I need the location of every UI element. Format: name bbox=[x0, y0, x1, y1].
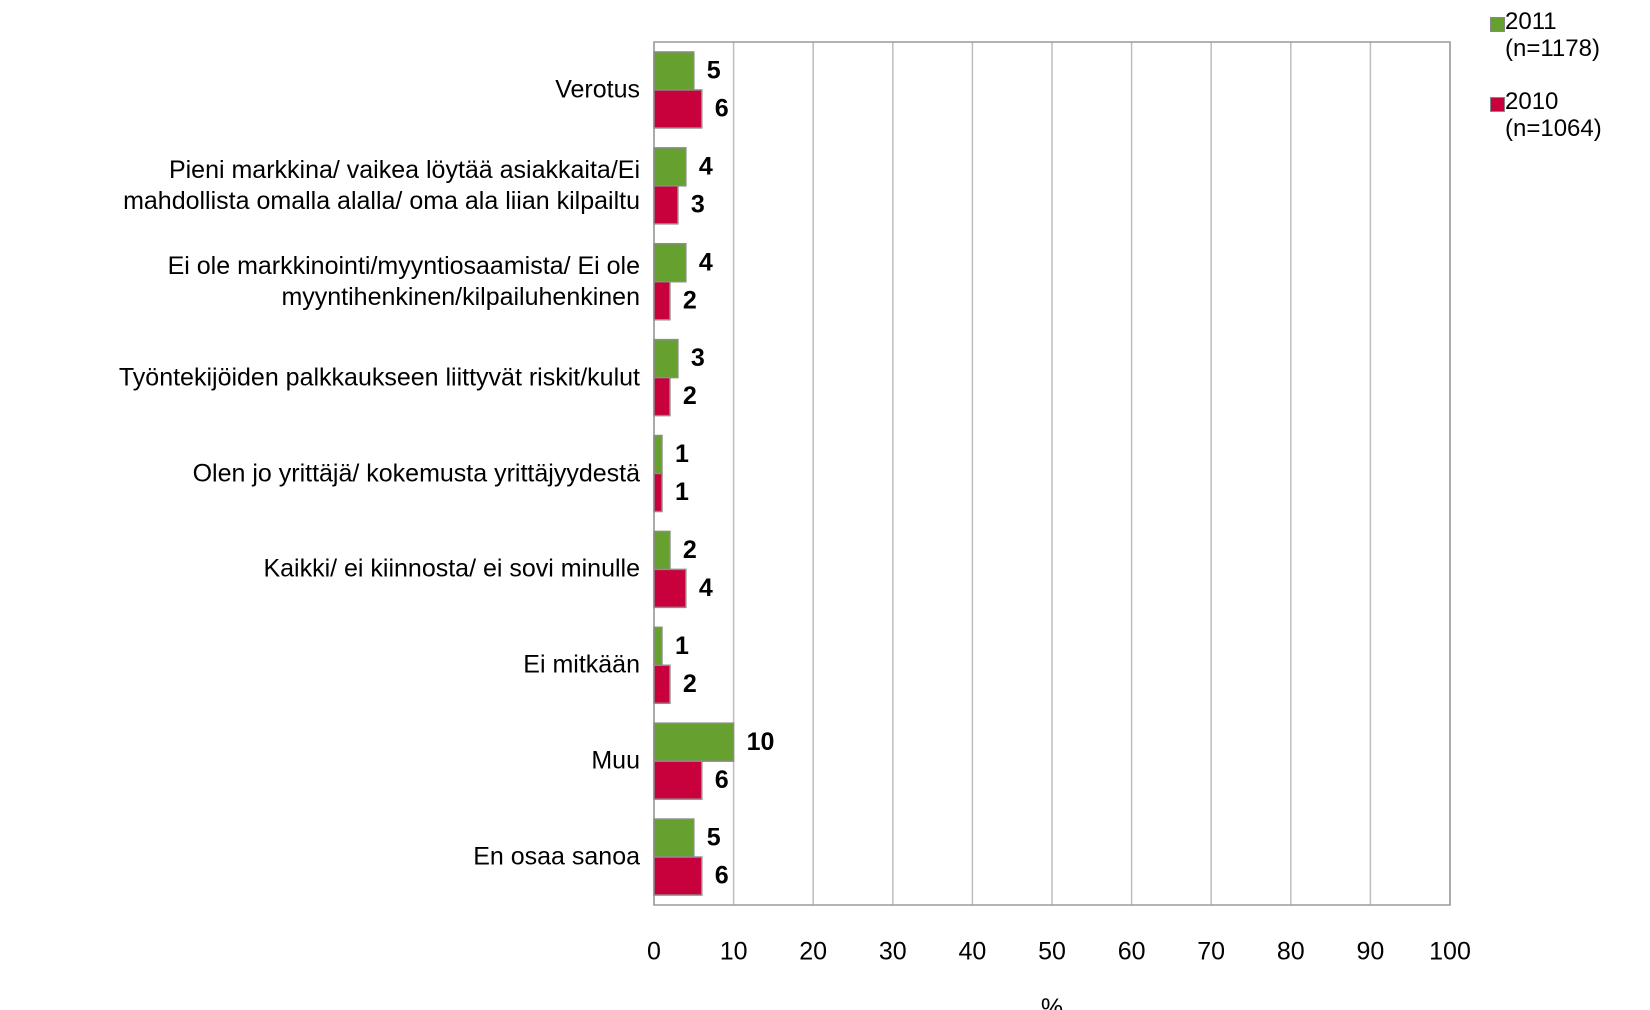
bar bbox=[653, 626, 663, 667]
bar bbox=[653, 338, 679, 379]
bar bbox=[653, 280, 671, 321]
x-tick-label: 80 bbox=[1277, 938, 1305, 966]
y-tick-label: Kaikki/ ei kiinnosta/ ei sovi minulle bbox=[263, 554, 640, 583]
bar bbox=[653, 530, 671, 571]
x-axis-label: % bbox=[1040, 994, 1064, 1010]
data-label: 5 bbox=[707, 824, 721, 852]
x-tick-label: 50 bbox=[1038, 938, 1066, 966]
data-label: 2 bbox=[683, 382, 697, 410]
bar bbox=[653, 664, 671, 705]
y-tick-label: Muu bbox=[591, 746, 640, 775]
y-tick-label: Pieni markkina/ vaikea löytää asiakkaita… bbox=[123, 155, 640, 215]
bar bbox=[653, 568, 687, 609]
data-label: 2 bbox=[683, 670, 697, 698]
legend-swatch bbox=[1490, 17, 1505, 32]
y-tick-label: Ei ole markkinointi/myyntiosaamista/ Ei … bbox=[167, 251, 640, 311]
x-tick-label: 0 bbox=[647, 938, 661, 966]
bar bbox=[653, 722, 735, 762]
data-label: 1 bbox=[675, 440, 689, 468]
x-tick-label: 40 bbox=[958, 938, 986, 966]
x-tick-label: 70 bbox=[1197, 938, 1225, 966]
data-label: 6 bbox=[715, 766, 729, 794]
bar bbox=[653, 185, 679, 225]
x-tick-label: 20 bbox=[799, 938, 827, 966]
bar bbox=[653, 434, 663, 475]
x-tick-label: 10 bbox=[720, 938, 748, 966]
x-tick-label: 30 bbox=[879, 938, 907, 966]
bar bbox=[653, 51, 695, 91]
data-label: 3 bbox=[691, 190, 705, 218]
bar bbox=[653, 242, 687, 283]
data-label: 5 bbox=[707, 57, 721, 85]
data-label: 6 bbox=[715, 95, 729, 123]
legend-label: 2010 (n=1064) bbox=[1505, 88, 1602, 142]
data-label: 2 bbox=[683, 286, 697, 314]
legend-swatch bbox=[1490, 97, 1505, 112]
data-label: 4 bbox=[699, 574, 713, 602]
bar bbox=[653, 818, 695, 858]
bar bbox=[653, 89, 703, 129]
legend-label: 2011 (n=1178) bbox=[1505, 8, 1600, 62]
bar bbox=[653, 472, 663, 513]
x-tick-label: 90 bbox=[1356, 938, 1384, 966]
data-label: 6 bbox=[715, 862, 729, 890]
bar bbox=[653, 856, 703, 896]
y-tick-label: Työntekijöiden palkkaukseen liittyvät ri… bbox=[118, 363, 640, 392]
bar bbox=[653, 147, 687, 187]
data-label: 1 bbox=[675, 478, 689, 506]
data-label: 10 bbox=[747, 728, 775, 756]
y-tick-label: Olen jo yrittäjä/ kokemusta yrittäjyydes… bbox=[192, 459, 640, 487]
data-label: 4 bbox=[699, 248, 713, 276]
data-label: 4 bbox=[699, 152, 713, 180]
data-label: 2 bbox=[683, 536, 697, 564]
bar bbox=[653, 376, 671, 417]
data-label: 3 bbox=[691, 344, 705, 372]
y-tick-label: En osaa sanoa bbox=[473, 842, 640, 871]
x-tick-label: 60 bbox=[1118, 938, 1146, 966]
data-label: 1 bbox=[675, 632, 689, 660]
bar bbox=[653, 760, 703, 800]
y-tick-label: Verotus bbox=[555, 75, 640, 104]
x-tick-label: 100 bbox=[1429, 938, 1471, 966]
y-tick-label: Ei mitkään bbox=[523, 650, 640, 679]
